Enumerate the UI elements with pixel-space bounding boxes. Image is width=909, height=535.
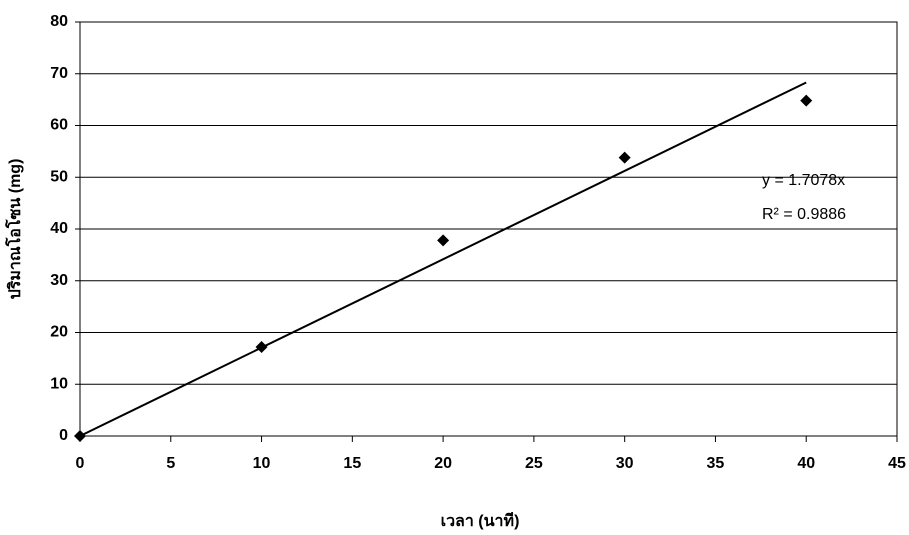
x-tick-label: 5 <box>166 455 175 472</box>
x-tick-label: 30 <box>616 455 634 472</box>
x-tick-label: 20 <box>434 455 452 472</box>
x-tick-label: 35 <box>707 455 725 472</box>
x-tick-label: 45 <box>888 455 906 472</box>
x-tick-label: 40 <box>797 455 815 472</box>
y-tick-label: 50 <box>50 168 68 185</box>
y-tick-label: 20 <box>50 324 68 341</box>
background <box>0 0 909 535</box>
y-tick-label: 80 <box>50 13 68 30</box>
y-tick-label: 60 <box>50 117 68 134</box>
x-tick-label: 25 <box>525 455 543 472</box>
x-tick-label: 0 <box>76 455 85 472</box>
y-tick-label: 70 <box>50 65 68 82</box>
x-axis-label: เวลา (นาที) <box>441 511 520 530</box>
y-tick-label: 30 <box>50 272 68 289</box>
chart: เวลา (นาที) ปริมาณโอโซน (mg) 01020304050… <box>0 0 909 535</box>
trendline-r2: R² = 0.9886 <box>762 206 846 223</box>
y-tick-label: 40 <box>50 220 68 237</box>
y-tick-label: 0 <box>59 427 68 444</box>
x-tick-label: 15 <box>343 455 361 472</box>
x-tick-label: 10 <box>253 455 271 472</box>
y-axis-label: ปริมาณโอโซน (mg) <box>4 159 24 300</box>
trendline-equation: y = 1.7078x <box>762 172 845 189</box>
y-tick-label: 10 <box>50 375 68 392</box>
